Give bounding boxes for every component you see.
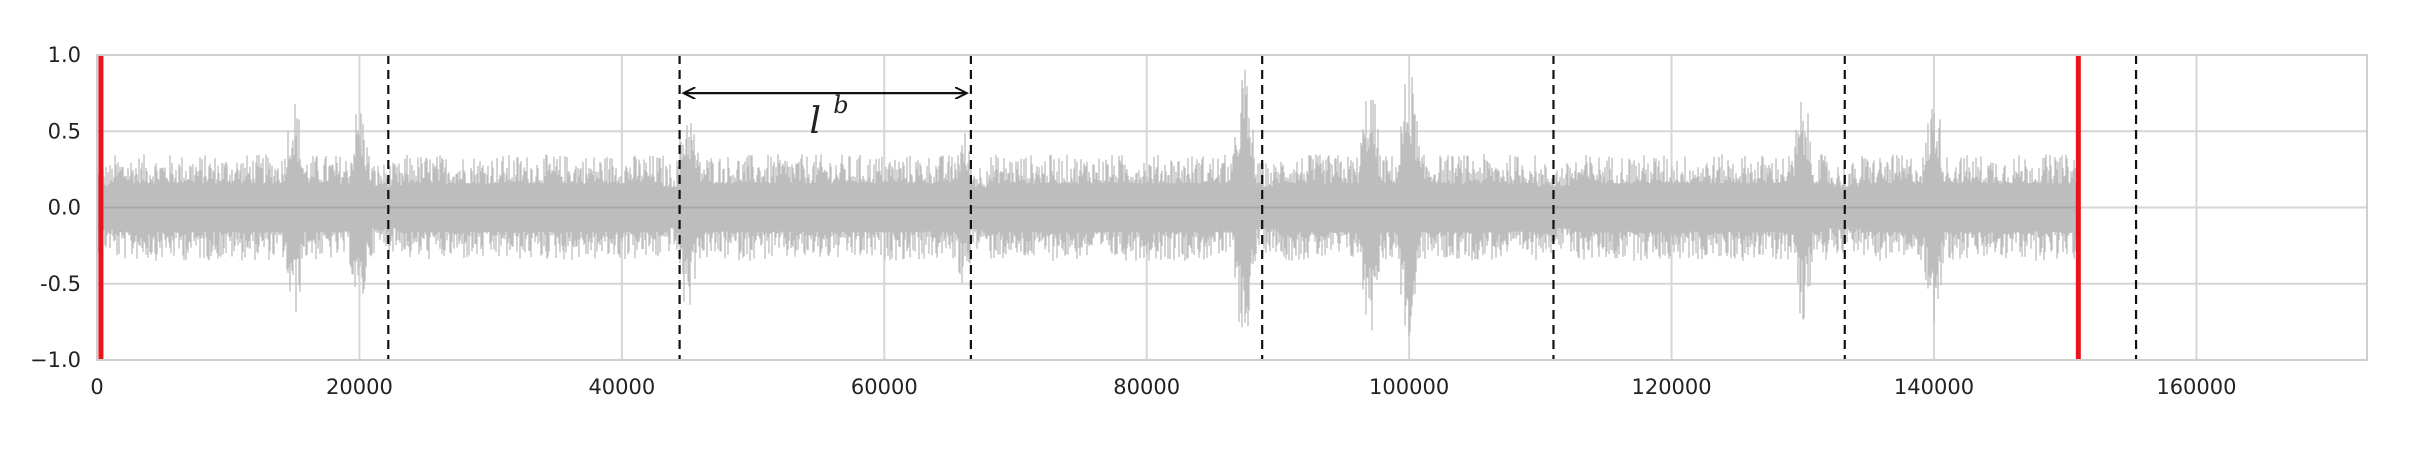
y-axis: 1.0 0.5 0.0 -0.5 −1.0 <box>30 43 81 372</box>
x-tick-label: 40000 <box>588 375 655 399</box>
signal-layer <box>96 69 2079 337</box>
annotation-label: l <box>809 101 821 142</box>
y-tick-label: 1.0 <box>48 43 81 67</box>
y-tick-label: −1.0 <box>30 348 81 372</box>
y-tick-label: -0.5 <box>40 272 81 296</box>
vertical-markers <box>98 55 2138 360</box>
x-axis: 0 20000 40000 60000 80000 100000 120000 140000 1… <box>90 375 2236 399</box>
x-tick-label: 160000 <box>2156 375 2236 399</box>
x-tick-label: 100000 <box>1369 375 1449 399</box>
plot-frame <box>96 54 2368 361</box>
x-tick-label: 80000 <box>1113 375 1180 399</box>
x-tick-label: 60000 <box>851 375 918 399</box>
x-tick-label: 0 <box>90 375 103 399</box>
x-tick-label: 120000 <box>1631 375 1711 399</box>
x-tick-label: 140000 <box>1894 375 1974 399</box>
x-tick-label: 20000 <box>326 375 393 399</box>
annotation-superscript: b <box>833 91 848 119</box>
y-tick-label: 0.0 <box>48 196 81 220</box>
y-tick-label: 0.5 <box>48 119 81 143</box>
